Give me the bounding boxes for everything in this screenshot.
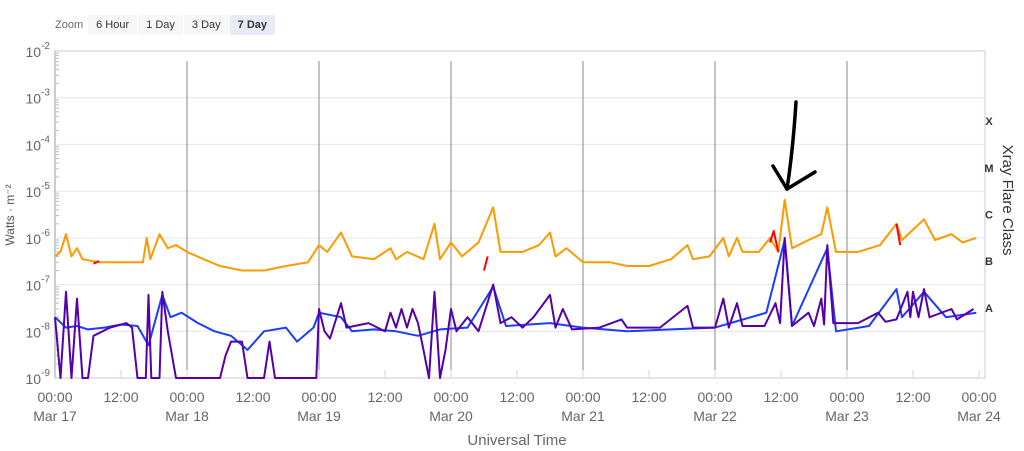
y-tick-exponent: -8	[41, 321, 50, 332]
zoom-3-day-button[interactable]: 3 Day	[183, 15, 229, 35]
long-alt-series-line	[93, 260, 100, 265]
x-tick-time: 00:00	[37, 389, 72, 405]
y-tick-label: 10-2	[26, 41, 51, 60]
x-tick-time: 12:00	[499, 389, 534, 405]
y-tick-exponent: -4	[41, 134, 50, 145]
x-tick-time: 12:00	[367, 389, 402, 405]
long-alt-series-line	[483, 256, 489, 271]
x-tick-time: 12:00	[763, 389, 798, 405]
x-tick-date: Mar 22	[693, 408, 737, 424]
x-tick-time: 00:00	[433, 389, 468, 405]
y-tick-label: 10-7	[26, 275, 51, 294]
x-tick-time: 00:00	[169, 389, 204, 405]
hand-drawn-arrow-annotation	[771, 100, 817, 191]
x-tick-time: 12:00	[895, 389, 930, 405]
x-tick-date: Mar 18	[165, 408, 209, 424]
x-tick-date: Mar 17	[33, 408, 77, 424]
zoom-7-day-button[interactable]: 7 Day	[229, 15, 276, 35]
x-axis-title: Universal Time	[467, 432, 566, 449]
x-tick-time: 00:00	[697, 389, 732, 405]
y-tick-label: 10-9	[26, 368, 51, 387]
long-series-line	[54, 198, 977, 272]
x-tick-date: Mar 19	[297, 408, 341, 424]
short-alt-series-line	[54, 236, 975, 379]
y-tick-label: 10-6	[26, 228, 51, 247]
zoom-label: Zoom	[55, 19, 84, 31]
x-tick-time: 00:00	[829, 389, 864, 405]
y-tick-exponent: -6	[41, 228, 50, 239]
y-tick-exponent: -5	[41, 181, 50, 192]
y-tick-label: 10-3	[26, 88, 51, 107]
zoom-selector: Zoom 6 Hour 1 Day 3 Day 7 Day	[55, 15, 276, 35]
y-tick-label: 10-4	[26, 134, 51, 153]
x-tick-time: 00:00	[961, 389, 996, 405]
flare-class-label: M	[984, 163, 993, 175]
flare-class-label: C	[985, 210, 993, 222]
x-tick-time: 00:00	[301, 389, 336, 405]
short-series-line	[54, 239, 977, 351]
flare-class-label: X	[985, 116, 993, 128]
y-axis-title: Watts · m⁻²	[3, 184, 17, 245]
y-tick-exponent: -2	[41, 41, 50, 52]
x-tick-time: 12:00	[631, 389, 666, 405]
y-tick-exponent: -7	[41, 275, 50, 286]
zoom-1-day-button[interactable]: 1 Day	[138, 15, 183, 35]
y-tick-exponent: -3	[41, 88, 50, 99]
x-tick-date: Mar 21	[561, 408, 605, 424]
long-alt-series-line	[895, 223, 902, 246]
x-tick-date: Mar 23	[825, 408, 869, 424]
flare-class-label: A	[985, 303, 993, 315]
y-tick-exponent: -9	[41, 368, 50, 379]
x-tick-time: 12:00	[235, 389, 270, 405]
y-tick-label: 10-5	[26, 181, 51, 200]
long-alt-series-line	[769, 230, 780, 253]
right-axis-title: Xray Flare Class	[999, 145, 1016, 256]
x-tick-time: 00:00	[565, 389, 600, 405]
y-tick-label: 10-8	[26, 321, 51, 340]
x-tick-date: Mar 20	[429, 408, 473, 424]
flare-class-label: B	[985, 256, 993, 268]
zoom-6-hour-button[interactable]: 6 Hour	[88, 15, 138, 35]
x-tick-date: Mar 24	[957, 408, 1001, 424]
x-tick-time: 12:00	[103, 389, 138, 405]
